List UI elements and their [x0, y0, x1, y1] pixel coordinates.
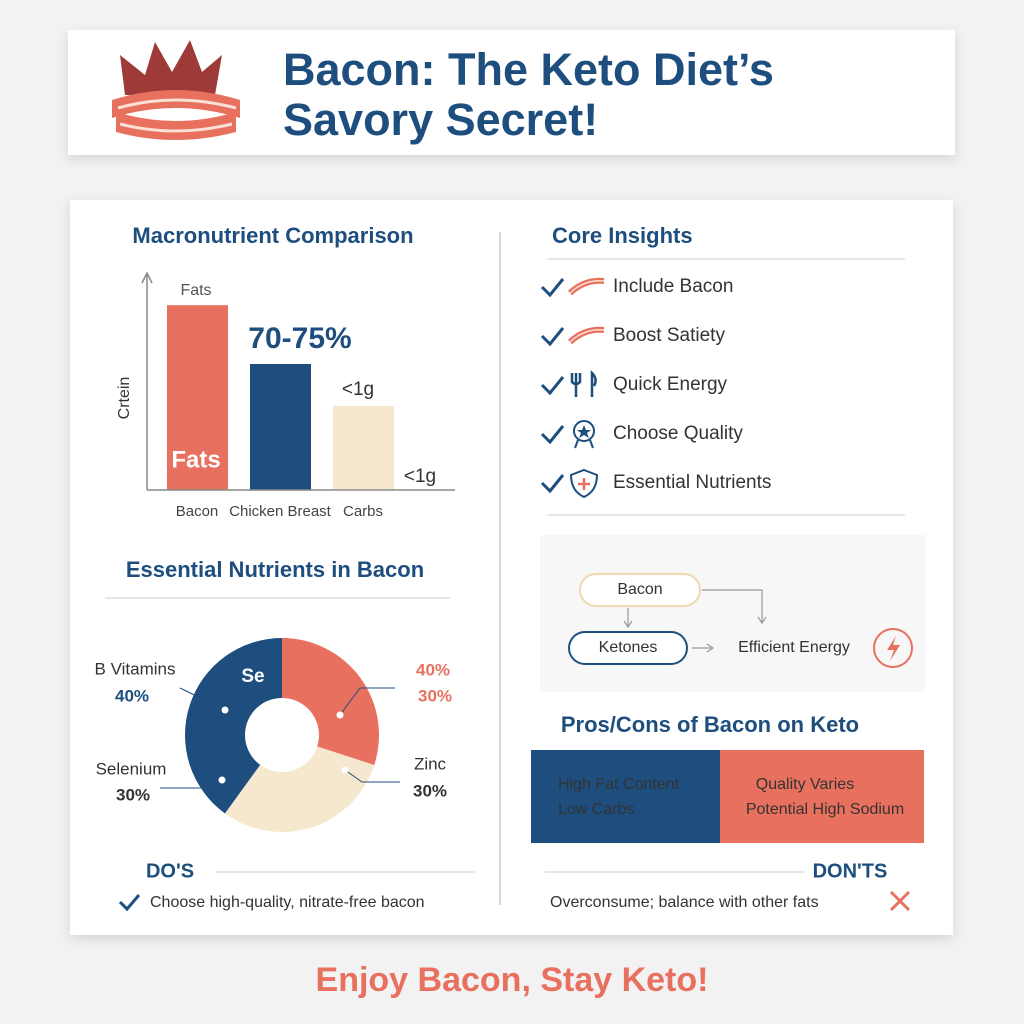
section-title: Pros/Cons of Bacon on Keto: [561, 712, 859, 737]
annotation: Se: [241, 666, 264, 687]
pros-panel: [531, 750, 720, 843]
annotation: <1g: [404, 466, 436, 487]
chart-title: Essential Nutrients in Bacon: [126, 557, 424, 582]
insight-item: Choose Quality: [613, 423, 743, 444]
annotation: 70-75%: [248, 322, 351, 355]
bacon-crown-icon: [112, 40, 240, 140]
annotation: Fats: [180, 282, 211, 299]
flow-node-label: Bacon: [617, 581, 662, 598]
footer: Enjoy Bacon, Stay Keto!: [316, 961, 709, 999]
annotation: Fats: [171, 446, 220, 473]
insight-list: Include Bacon Boost Satiety Quick Energy Ch…: [540, 276, 771, 499]
x-icon: [889, 890, 911, 912]
bar: [167, 305, 228, 490]
pie-slice: [282, 638, 379, 765]
pro-item: Low Carbs: [558, 801, 634, 818]
section-title: Core Insights: [552, 223, 693, 248]
dos-title: DO'S: [146, 860, 194, 882]
bar-chart: Bacon Chicken Breast Carbs Fats Fats 70-75% <1…: [167, 282, 436, 520]
con-item: Quality Varies: [756, 776, 854, 793]
annotation: 40%: [416, 660, 450, 679]
donts-title: DON'TS: [813, 860, 888, 882]
insight-item: Include Bacon: [613, 276, 733, 297]
legend-label: Zinc: [414, 754, 447, 773]
flow-node: [568, 631, 688, 665]
con-item: Potential High Sodium: [746, 801, 904, 818]
cons-panel: [720, 750, 924, 843]
value-label: 30%: [116, 785, 150, 804]
chart-title: Macronutrient Comparison: [132, 223, 413, 248]
insight-icon: [540, 420, 595, 449]
insight-icon: [540, 468, 599, 499]
insight-icon: [540, 326, 605, 347]
flow-node-label: Efficient Energy: [738, 639, 850, 656]
leader-lines: [160, 687, 400, 789]
x-tick-label: Bacon: [176, 503, 219, 520]
pie-slice: [224, 746, 375, 832]
flow-node: [579, 573, 701, 607]
check-icon: [118, 894, 141, 912]
legend-label: Selenium: [96, 759, 167, 778]
legend-label: B Vitamins: [95, 659, 176, 678]
insight-icon: [540, 277, 605, 298]
leader-dots: [218, 706, 349, 784]
y-axis-label: Crtein: [116, 377, 133, 420]
x-tick-label: Carbs: [343, 503, 383, 520]
insight-item: Boost Satiety: [613, 325, 725, 346]
insight-item: Quick Energy: [613, 374, 728, 395]
page-title: Bacon: The Keto Diet’s Savory Secret!: [283, 44, 774, 145]
insight-icon: [540, 369, 597, 397]
value-label: 30%: [413, 781, 447, 800]
annotation: 30%: [418, 686, 452, 705]
energy-icon: [873, 628, 913, 668]
flow-arrows: [623, 589, 767, 653]
value-label: 40%: [115, 686, 149, 705]
pro-item: High Fat Content: [558, 776, 680, 793]
donts-item: Overconsume; balance with other fats: [550, 894, 819, 911]
flow-node-label: Ketones: [599, 639, 658, 656]
flow-panel: [540, 535, 925, 692]
x-tick-label: Chicken Breast: [229, 503, 332, 520]
insight-item: Essential Nutrients: [613, 472, 771, 493]
bar: [333, 406, 394, 490]
donut-chart: B Vitamins 40% Selenium 30% Zinc 30% Se 40% 30%: [95, 638, 452, 832]
axis-arrow: [141, 271, 153, 284]
annotation: <1g: [342, 379, 374, 400]
bar: [250, 364, 311, 490]
pie-slice: [185, 638, 282, 814]
dos-item: Choose high-quality, nitrate-free bacon: [150, 894, 425, 911]
